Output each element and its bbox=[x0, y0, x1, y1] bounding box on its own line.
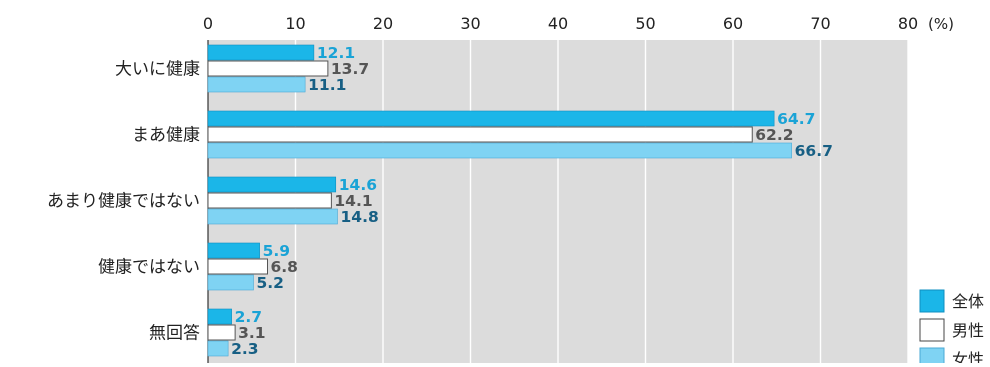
data-label: 14.6 bbox=[339, 176, 377, 194]
bar-male bbox=[207, 192, 332, 209]
bar-female bbox=[207, 142, 792, 159]
data-label: 5.2 bbox=[257, 274, 284, 292]
bar-male bbox=[207, 126, 753, 143]
x-tick-label: 40 bbox=[548, 14, 568, 33]
category-label: 健康ではない bbox=[98, 258, 200, 278]
data-label: 13.7 bbox=[331, 60, 369, 78]
data-label: 66.7 bbox=[795, 142, 833, 160]
data-label: 3.1 bbox=[238, 324, 265, 342]
bar-male bbox=[207, 258, 268, 275]
bar-all bbox=[207, 308, 232, 325]
data-label: 5.9 bbox=[263, 242, 290, 260]
legend-label: 全体 bbox=[952, 292, 984, 311]
legend-label: 女性 bbox=[952, 350, 984, 363]
data-label: 2.3 bbox=[231, 340, 258, 358]
legend-label: 男性 bbox=[952, 321, 984, 340]
x-tick-label: 50 bbox=[635, 14, 655, 33]
unit-label: (%) bbox=[928, 15, 954, 33]
category-label: 大いに健康 bbox=[115, 60, 200, 80]
bar-all bbox=[207, 242, 260, 259]
bar-all bbox=[207, 176, 337, 193]
x-tick-label: 80 bbox=[898, 14, 918, 33]
bar-female bbox=[207, 76, 306, 93]
data-label: 12.1 bbox=[317, 44, 355, 62]
x-tick-label: 0 bbox=[203, 14, 213, 33]
data-label: 14.8 bbox=[341, 208, 379, 226]
category-label: まあ健康 bbox=[132, 126, 200, 146]
x-tick-label: 60 bbox=[723, 14, 743, 33]
legend-swatch bbox=[919, 347, 945, 367]
bar-female bbox=[207, 340, 229, 357]
x-tick-label: 10 bbox=[285, 14, 305, 33]
bar-male bbox=[207, 324, 236, 341]
category-label: 無回答 bbox=[149, 324, 200, 344]
bar-female bbox=[207, 208, 338, 225]
data-label: 11.1 bbox=[308, 76, 346, 94]
x-tick-label: 20 bbox=[373, 14, 393, 33]
bar-male bbox=[207, 60, 329, 77]
data-label: 62.2 bbox=[755, 126, 793, 144]
category-label: あまり健康ではない bbox=[47, 192, 200, 212]
bar-all bbox=[207, 44, 315, 61]
bar-female bbox=[207, 274, 254, 291]
data-label: 64.7 bbox=[777, 110, 815, 128]
legend-swatch bbox=[919, 289, 945, 313]
legend-swatch bbox=[919, 318, 945, 342]
x-tick-label: 30 bbox=[460, 14, 480, 33]
data-label: 2.7 bbox=[235, 308, 262, 326]
data-label: 6.8 bbox=[271, 258, 298, 276]
x-tick-label: 70 bbox=[810, 14, 830, 33]
bar-all bbox=[207, 110, 775, 127]
data-label: 14.1 bbox=[334, 192, 372, 210]
